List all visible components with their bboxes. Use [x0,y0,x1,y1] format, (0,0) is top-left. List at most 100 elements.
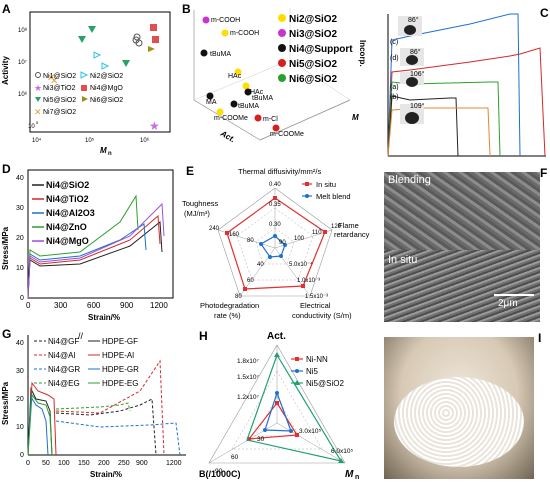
legend-marker: ✕ [34,107,42,117]
legend-item: Ni6@SiO2 [289,74,338,85]
x-axis-label-sub: n [108,151,112,157]
tick: 90 [279,240,286,246]
marker-ni7: ✕ [50,76,58,87]
curve-ni4-mgo [27,202,165,299]
chart-c: (c) (d) (a) (b) 86° 86° 106° 109° [387,13,546,157]
marker-ni1 [133,33,141,41]
point [254,114,262,122]
legend: Ni4@GF Ni4@Al Ni4@GR Ni4@EG HDPE-GF HDPE… [34,337,139,388]
legend-item: Ni4@TiO2 [46,194,89,204]
legend-item: Ni-NN [306,355,328,364]
curve-hdpe-gr [55,420,181,456]
legend-item: Ni4@Al2O3 [46,208,95,218]
axis-label-right: M [345,469,354,480]
point [200,49,208,57]
x-tick: 200 [98,460,110,467]
x-tick: 10⁴ [32,137,42,144]
x-tick: 900 [120,301,134,310]
panel-a: A Activity 10 5 10⁶ 10⁷ 10⁸ 10⁴ 10⁵ 10⁶ M… [0,0,180,160]
panel-b: B Incorp. Act. M m-COOH m-COOH tBuMA HAc… [180,0,370,160]
legend-item: Ni4@MgO [90,85,123,92]
point-label: tBuMA [252,95,273,102]
curve-c [387,13,521,157]
axis-label-right-sub: n [355,474,359,481]
panel-h: H Act. B(/1000C) M n 1.8x10⁷ 1.5x10⁷ 1.2… [195,325,370,483]
y-axis-label: Activity [1,56,10,85]
legend-item: Ni5@SiO2 [43,97,76,104]
chart-b-3d: Incorp. Act. M m-COOH m-COOH tBuMA HAc H… [193,8,367,144]
point [272,124,280,132]
point [244,88,252,96]
legend-item: Ni4@Support [289,44,353,55]
chart-a: Activity 105 10⁶ 10⁷ 10⁸ 10⁴ 10⁵ 10⁶ M n… [1,11,171,157]
marker-ni4 [152,36,159,43]
axis-label: Flame [338,221,359,230]
tick: 6.0x10⁵ [331,448,354,455]
point-label: m-COOH [230,30,259,37]
panel-g: G Stress/MPa 0 10 20 30 40 0 50 100 150 … [0,325,195,483]
x-tick: 150 [78,460,90,467]
panel-label: I [538,331,542,345]
legend-item: Ni4@MgO [46,236,89,246]
x-tick: 50 [42,460,50,467]
panel-d: D Stress/MPa 0 10 20 30 40 0 300 600 900… [0,160,180,325]
legend: In situ Melt blend [302,180,351,201]
axis-label: (MJ/m³) [184,209,210,218]
legend-marker [278,74,286,82]
series-ni-nn [247,401,299,440]
axis-label: retardancy [334,230,370,239]
x-tick: 10⁵ [85,137,95,144]
y-tick-exp: 5 [36,120,39,125]
angle-label: 106° [410,70,425,78]
point-label: HAc [250,89,264,96]
legend-marker [278,44,286,52]
y-axis-label: Stress/MPa [1,381,10,425]
scale-bar [494,294,534,296]
legend-marker [82,96,88,102]
angle-label: 109° [410,102,425,110]
legend-item: Ni4@ZnO [46,222,87,232]
axis-label-left: B(/1000C) [199,469,241,479]
x-axis-label: M [100,146,107,155]
x-tick: 0 [26,301,31,310]
y-tick: 0 [20,295,24,302]
tick: 60 [231,454,239,461]
x-tick: 10⁶ [140,137,150,144]
tick: 120 [331,224,342,230]
panel-label: G [2,327,12,341]
y-tick: 20 [16,235,24,242]
tick: 1.5x10⁷ [237,374,260,381]
tick: 1.8x10⁷ [237,358,260,365]
powder-surface [394,377,524,467]
x-tick: 1200 [150,301,168,310]
axis-label: Toughness [182,199,219,208]
curve-ni4-al [27,381,57,456]
y-tick: 30 [16,205,24,212]
legend-item: HDPE-GR [102,365,139,374]
point [242,82,250,90]
panel-label: C [540,6,549,20]
point-label: MA [206,99,217,106]
y-tick: 10⁷ [18,59,27,66]
tick: 160 [229,232,240,238]
legend-marker [35,72,41,78]
legend-item: Ni5 [306,367,319,376]
marker-ni7: ✕ [47,73,55,84]
x-tick: 100 [58,460,70,467]
point [234,68,242,76]
curve-label: (b) [390,94,399,101]
panel-c: C (c) (d) (a) (b) 86° 86° 106° 109° [370,0,550,160]
series-ni5 [264,391,292,432]
legend-item: Ni4@EG [48,379,80,388]
points: m-COOH m-COOH tBuMA HAc HAc MA tBuMA tBu… [200,16,304,138]
powder-photo [384,337,534,479]
legend-item: Ni4@GF [48,337,79,346]
tick: 1.5x10⁻³ [305,294,328,300]
panel-label: H [199,329,208,343]
marker-ni2 [93,51,102,59]
point [202,16,210,24]
axis-label: rate (%) [214,311,241,320]
tick: 5.0x10⁻⁴ [289,261,313,268]
y-tick: 40 [16,175,24,182]
curve-d [387,47,546,157]
